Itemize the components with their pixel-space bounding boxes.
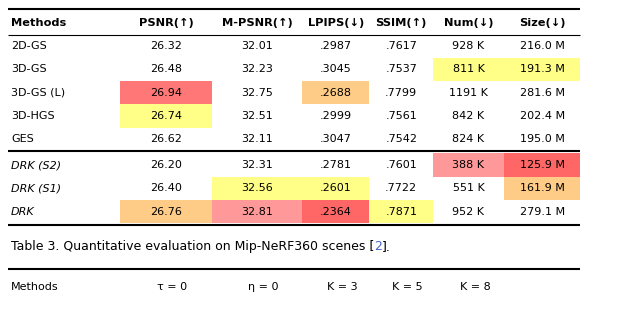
Text: Num(↓): Num(↓) [444,18,493,28]
Text: .7617: .7617 [385,41,417,51]
Text: M-PSNR(↑): M-PSNR(↑) [222,18,292,28]
Text: 26.74: 26.74 [150,111,182,121]
Text: .3047: .3047 [320,134,351,144]
Bar [212,200,302,223]
Text: 842 K: 842 K [452,111,484,121]
Text: 811 K: 811 K [452,64,484,74]
Text: 1191 K: 1191 K [449,88,488,98]
Text: ].: ]. [382,240,391,253]
Text: 2: 2 [374,240,382,253]
Text: .7542: .7542 [385,134,417,144]
Bar [504,153,580,177]
Text: 161.9 M: 161.9 M [520,183,564,193]
Text: DRK: DRK [11,207,35,217]
Text: 26.32: 26.32 [150,41,182,51]
Text: DRK (S2): DRK (S2) [11,160,61,170]
Text: 3D-GS: 3D-GS [11,64,47,74]
Text: 32.31: 32.31 [241,160,273,170]
Text: 3D-HGS: 3D-HGS [11,111,54,121]
Text: 125.9 M: 125.9 M [520,160,564,170]
Bar [433,153,504,177]
Bar [504,177,580,200]
Text: 32.11: 32.11 [241,134,273,144]
Text: 202.4 M: 202.4 M [520,111,564,121]
Text: 191.3 M: 191.3 M [520,64,564,74]
Bar [433,58,504,81]
Bar [120,81,212,104]
Text: τ = 0: τ = 0 [157,282,188,292]
Text: .7799: .7799 [385,88,417,98]
Text: GES: GES [11,134,34,144]
Text: K = 5: K = 5 [392,282,423,292]
Text: .3045: .3045 [320,64,351,74]
Text: 32.75: 32.75 [241,88,273,98]
Bar [369,200,433,223]
Text: .2688: .2688 [319,88,352,98]
Text: .7561: .7561 [385,111,417,121]
Text: Methods: Methods [11,282,58,292]
Text: PSNR(↑): PSNR(↑) [139,18,193,28]
Bar [504,58,580,81]
Bar [120,200,212,223]
Bar [302,177,369,200]
Text: .7537: .7537 [385,64,417,74]
Text: .2781: .2781 [319,160,352,170]
Text: 32.56: 32.56 [241,183,273,193]
Text: 824 K: 824 K [452,134,484,144]
Bar [302,81,369,104]
Text: 216.0 M: 216.0 M [520,41,564,51]
Text: 26.20: 26.20 [150,160,182,170]
Text: 3D-GS (L): 3D-GS (L) [11,88,65,98]
Text: 26.76: 26.76 [150,207,182,217]
Text: 281.6 M: 281.6 M [520,88,564,98]
Text: 279.1 M: 279.1 M [520,207,564,217]
Text: 2D-GS: 2D-GS [11,41,47,51]
Text: .2999: .2999 [319,111,352,121]
Text: Size(↓): Size(↓) [519,18,565,28]
Text: DRK (S1): DRK (S1) [11,183,61,193]
Text: 928 K: 928 K [452,41,484,51]
Text: 26.94: 26.94 [150,88,182,98]
Text: Methods: Methods [11,18,66,28]
Text: 32.51: 32.51 [241,111,273,121]
Text: .2601: .2601 [320,183,351,193]
Text: 32.81: 32.81 [241,207,273,217]
Text: 952 K: 952 K [452,207,484,217]
Text: SSIM(↑): SSIM(↑) [376,18,427,28]
Text: K = 3: K = 3 [327,282,357,292]
Text: 26.40: 26.40 [150,183,182,193]
Text: η = 0: η = 0 [248,282,279,292]
Bar [212,177,302,200]
Text: .2364: .2364 [320,207,351,217]
Text: 388 K: 388 K [452,160,484,170]
Text: 26.62: 26.62 [150,134,182,144]
Text: Table 3. Quantitative evaluation on Mip-NeRF360 scenes [: Table 3. Quantitative evaluation on Mip-… [11,240,374,253]
Bar [302,200,369,223]
Text: .7722: .7722 [385,183,417,193]
Text: 195.0 M: 195.0 M [520,134,564,144]
Bar [120,104,212,128]
Text: K = 8: K = 8 [460,282,490,292]
Text: .7601: .7601 [385,160,417,170]
Text: .7871: .7871 [385,207,417,217]
Text: 32.01: 32.01 [241,41,273,51]
Text: LPIPS(↓): LPIPS(↓) [308,18,364,28]
Text: 32.23: 32.23 [241,64,273,74]
Text: 551 K: 551 K [452,183,484,193]
Text: .2987: .2987 [319,41,352,51]
Text: 26.48: 26.48 [150,64,182,74]
